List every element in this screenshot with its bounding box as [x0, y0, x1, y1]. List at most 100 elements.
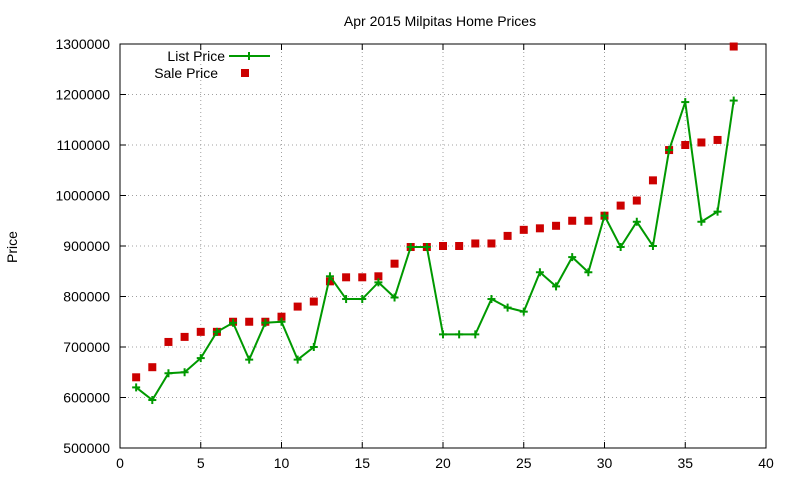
list-price-point [229, 318, 238, 327]
legend-label-sale-price: Sale Price [154, 65, 218, 81]
sale-price-point [293, 302, 302, 311]
sale-price-point [632, 196, 641, 205]
list-price-line [135, 100, 735, 402]
sale-price-point [535, 224, 544, 233]
y-tick-label: 1300000 [55, 36, 110, 52]
list-price-point [552, 282, 561, 291]
y-tick-label: 1100000 [57, 137, 111, 153]
list-price-point [600, 211, 609, 220]
list-price-point [309, 343, 318, 351]
sale-price-point [164, 337, 173, 346]
sale-price-point [519, 225, 528, 234]
legend-label-list-price: List Price [167, 48, 225, 64]
sale-price-point [439, 242, 447, 250]
sale-price-point [487, 239, 496, 248]
y-tick-label: 500000 [63, 440, 110, 456]
list-price-point [697, 217, 706, 226]
chart-title: Apr 2015 Milpitas Home Prices [344, 13, 536, 29]
x-tick-label: 35 [677, 455, 693, 471]
sale-price-point [455, 242, 464, 250]
y-tick-label: 700000 [63, 339, 110, 355]
sale-price-point [148, 363, 157, 372]
list-price-point [180, 368, 189, 377]
sale-price-point [681, 141, 690, 149]
sale-price-point [358, 273, 367, 282]
sale-price-point [196, 327, 205, 336]
list-price-point [568, 253, 577, 262]
list-price-point [390, 293, 399, 302]
list-price-point [406, 243, 415, 252]
legend-marker-list-price [245, 52, 253, 60]
y-tick-label: 900000 [63, 238, 110, 254]
list-price-point [487, 295, 496, 304]
list-price-point [503, 303, 512, 312]
grid [120, 44, 766, 448]
x-tick-label: 15 [354, 455, 370, 471]
list-price-point [535, 268, 544, 277]
list-price-point [616, 243, 625, 252]
legend-marker-sale-price [241, 69, 249, 77]
y-tick-label: 1200000 [55, 87, 110, 103]
sale-price-point [568, 216, 577, 225]
y-axis-label: Price [4, 231, 20, 263]
list-price-point [455, 330, 464, 339]
series-sale-price [132, 42, 738, 382]
sale-price-point [697, 138, 706, 147]
sale-price-point [180, 332, 189, 341]
list-price-point [164, 369, 173, 378]
list-price-point [713, 207, 722, 216]
x-tick-label: 10 [274, 455, 290, 471]
list-price-point [277, 317, 286, 326]
series-layer [132, 42, 738, 405]
list-price-point [439, 330, 447, 339]
list-price-point [374, 278, 383, 287]
series-list-price [132, 96, 738, 405]
sale-price-point [325, 277, 334, 286]
y-tick-label: 600000 [63, 390, 110, 406]
y-tick-label: 1000000 [55, 188, 110, 204]
sale-price-point [309, 297, 318, 306]
sale-price-point [584, 216, 593, 225]
sale-price-point [277, 312, 286, 321]
sale-price-point [245, 317, 254, 326]
list-price-point [632, 217, 641, 226]
x-tick-label: 5 [197, 455, 205, 471]
sale-price-point [503, 231, 512, 240]
list-price-point [245, 355, 254, 364]
list-price-point [293, 355, 302, 364]
list-price-point [212, 327, 221, 336]
axes: 500000 600000 700000 800000 900000 1000000 110… [55, 36, 774, 471]
list-price-point [261, 318, 270, 327]
x-tick-label: 0 [116, 455, 124, 471]
list-price-point [132, 383, 141, 392]
x-tick-label: 40 [758, 455, 774, 471]
sale-price-point [616, 201, 625, 210]
sale-price-point [471, 239, 480, 248]
list-price-point [325, 272, 334, 281]
sale-price-point [729, 42, 738, 51]
list-price-point [681, 98, 690, 107]
x-tick-label: 20 [435, 455, 451, 471]
sale-price-point [648, 176, 657, 185]
list-price-point [729, 96, 738, 105]
list-price-point [422, 243, 431, 252]
x-tick-label: 25 [516, 455, 532, 471]
list-price-point [665, 146, 674, 155]
sale-price-point [713, 135, 722, 144]
plot-frame [119, 43, 767, 449]
list-price-point [519, 307, 528, 316]
list-price-point [358, 295, 367, 304]
list-price-point [148, 396, 157, 405]
sale-price-point [390, 259, 399, 268]
y-tick-label: 800000 [63, 289, 110, 305]
list-price-point [196, 354, 205, 363]
sale-price-point [374, 272, 383, 281]
list-price-point [648, 242, 657, 250]
sale-price-point [552, 221, 561, 230]
list-price-point [342, 295, 351, 304]
list-price-point [584, 268, 593, 277]
sale-price-point [342, 273, 351, 282]
sale-price-point [132, 373, 141, 382]
